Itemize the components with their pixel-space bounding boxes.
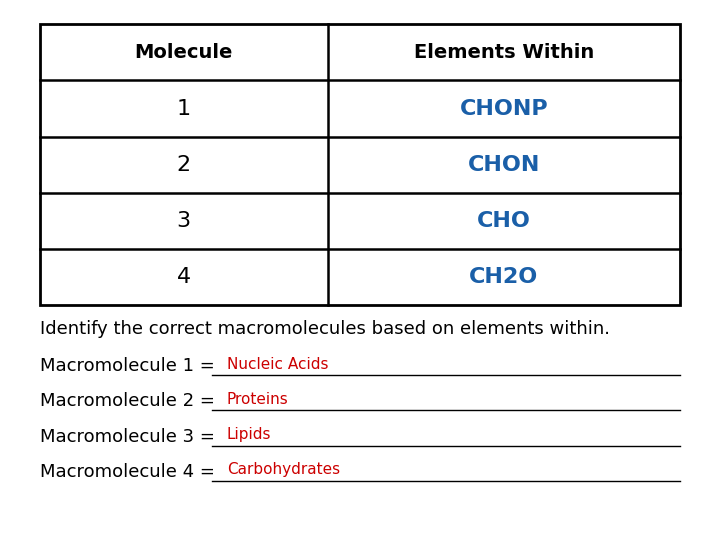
Text: Macromolecule 1 =: Macromolecule 1 = xyxy=(40,357,220,375)
Text: Proteins: Proteins xyxy=(227,392,289,407)
Text: 2: 2 xyxy=(176,154,191,175)
Text: CHONP: CHONP xyxy=(459,98,549,119)
Text: CHON: CHON xyxy=(468,154,540,175)
Text: Macromolecule 3 =: Macromolecule 3 = xyxy=(40,428,220,445)
Text: Identify the correct macromolecules based on elements within.: Identify the correct macromolecules base… xyxy=(40,320,610,339)
Text: Molecule: Molecule xyxy=(135,43,233,62)
Text: CHO: CHO xyxy=(477,211,531,231)
Text: Macromolecule 4 =: Macromolecule 4 = xyxy=(40,463,220,481)
Text: 3: 3 xyxy=(176,211,191,231)
Text: Lipids: Lipids xyxy=(227,427,271,442)
Text: Macromolecule 2 =: Macromolecule 2 = xyxy=(40,393,220,410)
Text: Carbohydrates: Carbohydrates xyxy=(227,462,340,477)
Text: Elements Within: Elements Within xyxy=(414,43,594,62)
Bar xyxy=(40,24,680,305)
Text: CH2O: CH2O xyxy=(469,267,539,287)
Text: Nucleic Acids: Nucleic Acids xyxy=(227,357,328,372)
Text: 4: 4 xyxy=(176,267,191,287)
Text: 1: 1 xyxy=(176,98,191,119)
